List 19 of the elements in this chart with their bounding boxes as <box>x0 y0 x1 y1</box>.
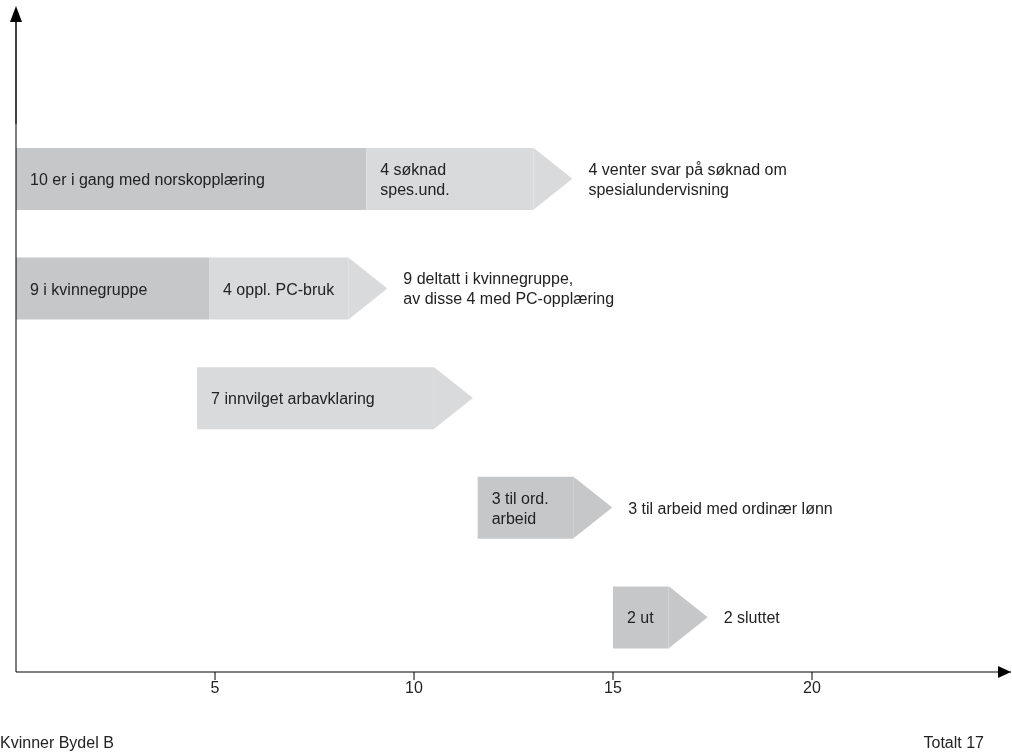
x-tick-label: 10 <box>405 679 423 697</box>
x-tick-label: 20 <box>803 679 821 697</box>
x-tick-label: 5 <box>210 679 220 697</box>
annotation: 4 venter svar på søknad om spesialundervisning <box>588 160 787 198</box>
text: Kvinner Bydel B <box>0 733 114 751</box>
annotation: 3 til ord. arbeid <box>491 489 549 527</box>
text: Totalt 17 <box>923 733 985 751</box>
annotation: 7 innvilget arbavklaring <box>211 389 375 407</box>
annotation: 4 søknad spes.und. <box>380 160 450 198</box>
bar <box>16 257 210 320</box>
annotation: 9 deltatt i kvinnegruppe, av disse 4 med PC-opplæring <box>403 269 615 307</box>
bar <box>16 148 367 210</box>
annotation: 2 ut <box>627 608 655 626</box>
annotation: 4 oppl. PC-bruk <box>223 280 336 298</box>
annotation: 9 i kvinnegruppe <box>30 280 148 298</box>
x-tick-label: 15 <box>604 679 622 697</box>
annotation: 2 sluttet <box>723 608 781 626</box>
annotation: 3 til arbeid med ordinær lønn <box>628 499 833 517</box>
annotation: 10 er i gang med norskopplæring <box>30 170 265 188</box>
